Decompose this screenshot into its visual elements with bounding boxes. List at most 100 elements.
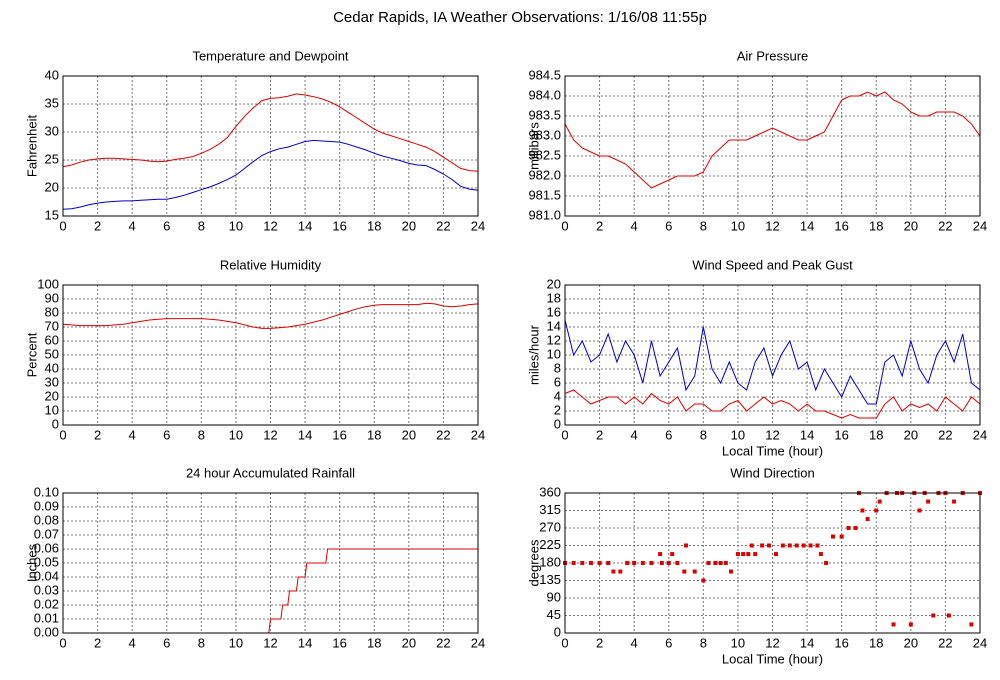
x-tick-label: 12 bbox=[263, 427, 277, 442]
data-point bbox=[713, 561, 718, 565]
y-tick-label: 0.05 bbox=[34, 554, 59, 569]
y-tick-label: 8 bbox=[554, 360, 561, 375]
x-tick-label: 14 bbox=[800, 427, 814, 442]
y-tick-label: 0.06 bbox=[34, 540, 59, 555]
data-point bbox=[931, 613, 936, 618]
data-point bbox=[801, 543, 806, 548]
x-tick-label: 10 bbox=[229, 635, 243, 650]
y-tick-label: 35 bbox=[45, 95, 59, 110]
data-point bbox=[946, 613, 951, 618]
x-tick-label: 4 bbox=[129, 218, 136, 233]
page-title: Cedar Rapids, IA Weather Observations: 1… bbox=[333, 9, 707, 26]
y-tick-label: 0.04 bbox=[34, 568, 59, 583]
y-tick-label: 982.5 bbox=[528, 147, 561, 162]
x-tick-label: 8 bbox=[198, 218, 205, 233]
data-point bbox=[649, 561, 654, 565]
x-tick-label: 16 bbox=[834, 427, 848, 442]
x-tick-label: 14 bbox=[298, 218, 312, 233]
data-point bbox=[735, 552, 740, 557]
x-tick-label: 6 bbox=[163, 427, 170, 442]
data-point bbox=[701, 578, 706, 583]
data-point bbox=[760, 543, 765, 548]
x-tick-label: 20 bbox=[904, 427, 918, 442]
y-tick-label: 0.09 bbox=[34, 498, 59, 513]
x-tick-label: 4 bbox=[631, 635, 638, 650]
x-tick-label: 2 bbox=[596, 427, 603, 442]
y-tick-label: 70 bbox=[45, 318, 59, 333]
data-line bbox=[62, 139, 479, 210]
data-point bbox=[815, 543, 820, 548]
x-tick-label: 22 bbox=[436, 427, 450, 442]
x-tick-label: 20 bbox=[904, 635, 918, 650]
plot-frame bbox=[62, 284, 479, 426]
y-tick-label: 0 bbox=[554, 624, 561, 639]
y-tick-label: 0.08 bbox=[34, 512, 59, 527]
data-point bbox=[952, 499, 957, 504]
data-point bbox=[666, 561, 671, 565]
y-tick-label: 90 bbox=[45, 290, 59, 305]
x-tick-label: 10 bbox=[731, 635, 745, 650]
x-axis-label: Local Time (hour) bbox=[722, 443, 823, 458]
x-tick-label: 18 bbox=[869, 218, 883, 233]
x-tick-label: 6 bbox=[163, 218, 170, 233]
data-point bbox=[891, 622, 896, 627]
x-tick-label: 22 bbox=[938, 218, 952, 233]
y-tick-label: 0.03 bbox=[34, 582, 59, 597]
x-tick-label: 20 bbox=[402, 635, 416, 650]
y-tick-label: 180 bbox=[539, 554, 561, 569]
y-tick-label: 10 bbox=[45, 402, 59, 417]
chart-title: Wind Direction bbox=[730, 465, 815, 480]
data-point bbox=[753, 552, 758, 557]
y-tick-label: 315 bbox=[539, 502, 561, 517]
y-tick-label: 16 bbox=[547, 304, 561, 319]
y-tick-label: 20 bbox=[547, 276, 561, 291]
data-point bbox=[824, 561, 829, 565]
x-tick-label: 8 bbox=[198, 635, 205, 650]
x-tick-label: 22 bbox=[938, 427, 952, 442]
data-point bbox=[723, 561, 728, 565]
data-point bbox=[831, 534, 836, 539]
x-tick-label: 2 bbox=[94, 218, 101, 233]
plot-frame bbox=[62, 492, 479, 634]
y-tick-label: 225 bbox=[539, 537, 561, 552]
x-tick-label: 4 bbox=[631, 218, 638, 233]
data-point bbox=[969, 622, 974, 627]
x-tick-label: 18 bbox=[869, 427, 883, 442]
data-point bbox=[808, 543, 813, 548]
data-point bbox=[860, 508, 865, 513]
x-tick-label: 0 bbox=[59, 218, 66, 233]
data-point bbox=[853, 526, 858, 530]
data-point bbox=[874, 508, 879, 513]
data-point bbox=[618, 569, 623, 574]
x-tick-label: 0 bbox=[59, 427, 66, 442]
x-tick-label: 8 bbox=[700, 427, 707, 442]
y-tick-label: 981.5 bbox=[528, 187, 561, 202]
x-tick-label: 10 bbox=[229, 427, 243, 442]
y-axis-label: miles/hour bbox=[526, 324, 541, 385]
x-tick-label: 24 bbox=[471, 635, 485, 650]
x-tick-label: 12 bbox=[263, 635, 277, 650]
x-tick-label: 22 bbox=[938, 635, 952, 650]
x-tick-label: 20 bbox=[402, 218, 416, 233]
x-tick-label: 6 bbox=[665, 427, 672, 442]
x-tick-label: 14 bbox=[800, 635, 814, 650]
data-point bbox=[729, 569, 733, 574]
y-axis-label: Inches bbox=[24, 543, 39, 582]
x-tick-label: 18 bbox=[367, 635, 381, 650]
data-point bbox=[597, 561, 602, 565]
y-tick-label: 0 bbox=[52, 416, 59, 431]
data-point bbox=[718, 561, 723, 565]
data-point bbox=[787, 543, 792, 548]
data-point bbox=[749, 543, 754, 548]
y-tick-label: 100 bbox=[37, 276, 59, 291]
data-point bbox=[658, 552, 663, 557]
data-point bbox=[767, 543, 772, 548]
y-tick-label: 25 bbox=[45, 151, 59, 166]
y-tick-label: 12 bbox=[547, 332, 561, 347]
y-tick-label: 30 bbox=[45, 123, 59, 138]
x-tick-label: 2 bbox=[94, 427, 101, 442]
data-point bbox=[706, 561, 711, 565]
x-tick-label: 16 bbox=[834, 635, 848, 650]
x-tick-label: 24 bbox=[471, 218, 485, 233]
x-tick-label: 12 bbox=[765, 427, 779, 442]
